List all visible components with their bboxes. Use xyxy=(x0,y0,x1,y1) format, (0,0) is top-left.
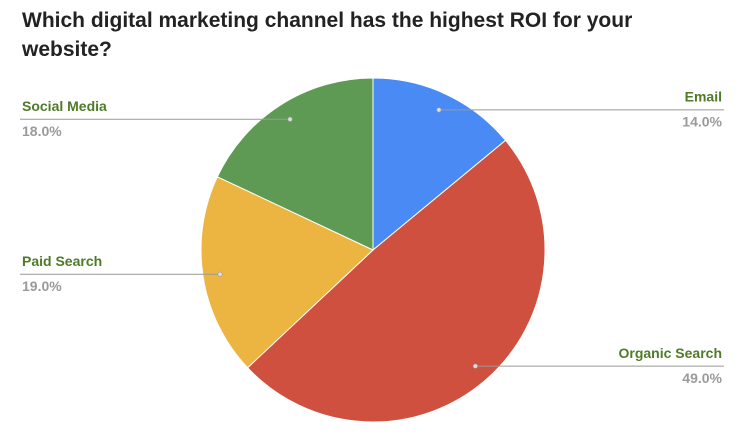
slice-value-label: 19.0% xyxy=(22,278,62,294)
leader-dot xyxy=(217,271,223,277)
slice-value-label: 18.0% xyxy=(22,123,62,139)
slice-value-label: 14.0% xyxy=(682,114,722,130)
leader-dot xyxy=(472,363,478,369)
pie-slice xyxy=(216,77,374,251)
slice-label: Organic Search xyxy=(619,345,723,361)
pie-slice xyxy=(372,77,507,252)
slice-value-label: 49.0% xyxy=(682,370,722,386)
pie-slice xyxy=(246,139,546,423)
slice-label: Email xyxy=(685,89,722,105)
slice-label: Social Media xyxy=(22,98,107,114)
pie-slice xyxy=(200,176,374,369)
leader-dot xyxy=(436,107,442,113)
slice-label: Paid Search xyxy=(22,253,102,269)
chart-title: Which digital marketing channel has the … xyxy=(22,9,633,61)
leader-dot xyxy=(287,116,293,122)
